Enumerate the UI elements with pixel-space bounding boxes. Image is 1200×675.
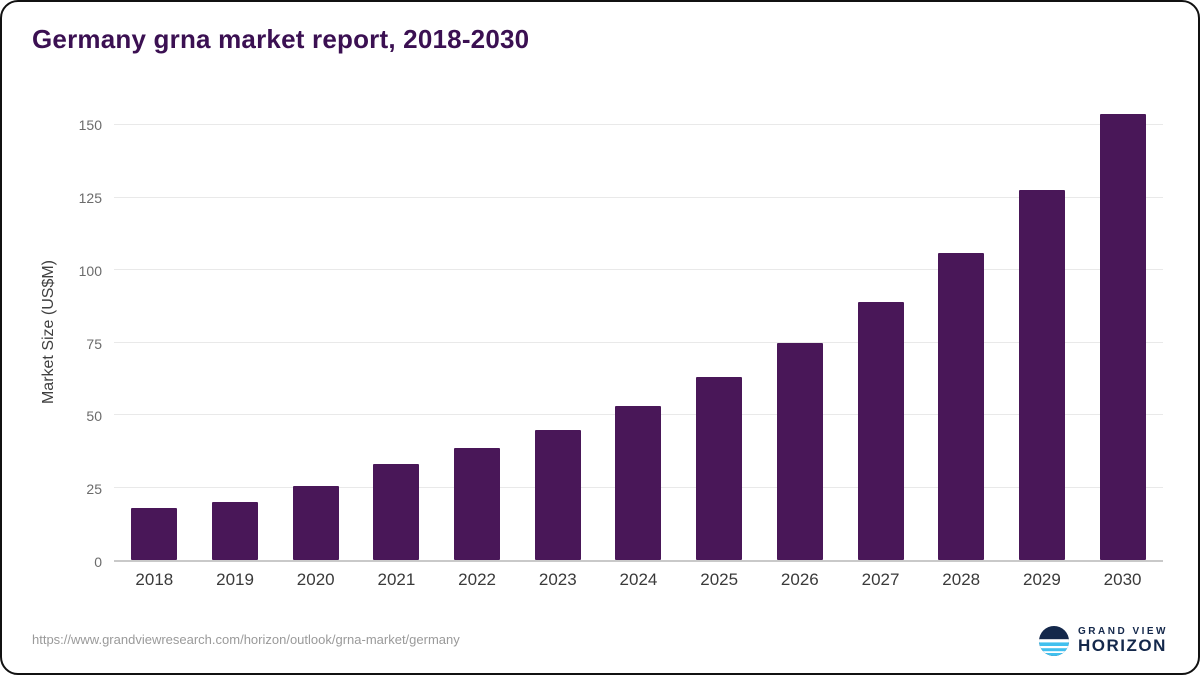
bar-cell — [275, 102, 356, 560]
y-axis-label-column: Market Size (US$M) — [32, 102, 66, 562]
x-tick-label: 2029 — [1022, 570, 1061, 589]
bar-cell — [517, 102, 598, 560]
gridline — [114, 124, 1163, 126]
x-tick-label: 2025 — [700, 570, 739, 589]
bar-2018 — [131, 507, 178, 560]
x-axis-ticks: 2018 2019 2020 2021 2022 2023 2024 2025 2026 2027… — [114, 570, 1163, 590]
brand-logo: GRAND VIEW HORIZON — [1038, 625, 1168, 657]
brand-logo-text: GRAND VIEW HORIZON — [1078, 626, 1168, 656]
bar-2022 — [454, 448, 501, 560]
x-tick-label: 2023 — [538, 570, 577, 589]
bar-2021 — [373, 464, 420, 560]
x-tick-label: 2020 — [296, 570, 335, 589]
bar-2023 — [534, 429, 581, 560]
brand-name-top: GRAND VIEW — [1078, 626, 1168, 638]
x-tick-label: 2018 — [135, 570, 174, 589]
horizon-logo-icon — [1039, 626, 1069, 656]
bars-container — [114, 102, 1163, 560]
bar-cell — [356, 102, 437, 560]
bar-cell — [598, 102, 679, 560]
gridline — [114, 196, 1163, 198]
bar-2020 — [292, 486, 339, 560]
bar-2028 — [938, 252, 985, 560]
bar-cell — [1002, 102, 1083, 560]
x-tick-label: 2028 — [942, 570, 981, 589]
bar-2026 — [776, 342, 823, 560]
x-tick-label: 2024 — [619, 570, 658, 589]
y-tick-label: 50 — [86, 408, 102, 425]
plot-area — [114, 102, 1163, 562]
chart-title: Germany grna market report, 2018-2030 — [32, 24, 530, 54]
bar-cell — [840, 102, 921, 560]
y-tick-label: 0 — [94, 554, 102, 570]
bar-chart: Market Size (US$M) 0 25 50 75 100 125 150 — [32, 102, 1163, 570]
bar-2029 — [1018, 190, 1065, 560]
bar-cell — [921, 102, 1002, 560]
bar-cell — [114, 102, 195, 560]
y-tick-label: 75 — [86, 335, 102, 352]
bar-cell — [437, 102, 518, 560]
x-tick-label: 2027 — [861, 570, 900, 589]
y-tick-label: 25 — [86, 481, 102, 498]
bar-cell — [760, 102, 841, 560]
bar-cell — [1082, 102, 1163, 560]
gridline — [114, 269, 1163, 271]
x-tick-label: 2021 — [377, 570, 416, 589]
source-url: https://www.grandviewresearch.com/horizo… — [32, 632, 460, 647]
y-tick-label: 100 — [78, 262, 102, 279]
bar-2024 — [615, 406, 662, 560]
gridline — [114, 341, 1163, 343]
bar-2019 — [212, 502, 259, 560]
y-tick-label: 125 — [78, 190, 102, 207]
bar-2027 — [857, 302, 904, 560]
bar-2030 — [1099, 113, 1146, 560]
brand-name-bottom: HORIZON — [1078, 636, 1167, 656]
y-axis-ticks: 0 25 50 75 100 125 150 — [66, 102, 114, 570]
bar-cell — [195, 102, 276, 560]
x-tick-label: 2026 — [780, 570, 819, 589]
x-tick-label: 2022 — [458, 570, 496, 589]
y-axis-label: Market Size (US$M) — [40, 259, 57, 405]
x-tick-label: 2019 — [216, 570, 254, 589]
bar-2025 — [696, 377, 743, 560]
y-tick-label: 150 — [78, 117, 102, 134]
bar-cell — [679, 102, 760, 560]
x-tick-label: 2030 — [1103, 570, 1142, 589]
